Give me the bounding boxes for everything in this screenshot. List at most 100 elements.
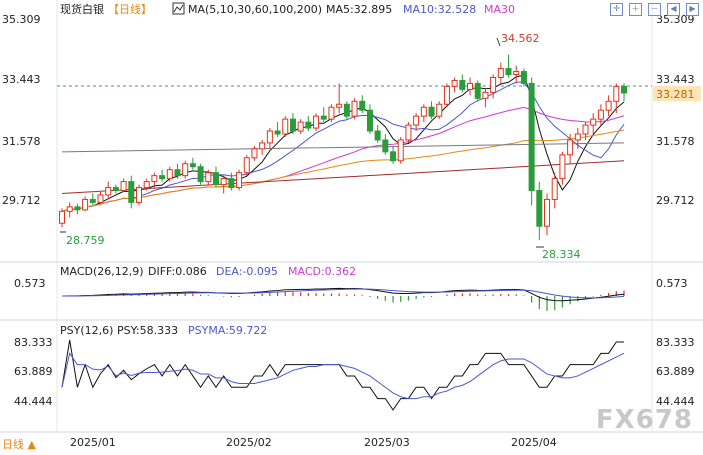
candle-body	[66, 206, 73, 212]
candle-body	[197, 166, 204, 183]
scroll-left-icon[interactable]: ◀	[667, 3, 680, 16]
candle-body	[174, 169, 181, 177]
y-tick-left-4: 29.712	[2, 194, 41, 207]
candle-body	[559, 154, 566, 180]
macd-diff: DIFF:0.086	[148, 265, 207, 278]
candle-body	[513, 71, 520, 76]
candle-body	[74, 206, 81, 211]
candle-body	[343, 103, 350, 117]
low-annotation: 28.334	[542, 248, 581, 261]
crosshair-icon[interactable]: ✛	[610, 3, 623, 16]
candle-body	[474, 82, 481, 99]
candle-body	[536, 190, 543, 227]
candlesticks	[59, 54, 627, 241]
psyma-value: PSYMA:59.722	[188, 324, 267, 337]
psy-lines	[61, 339, 625, 411]
candle-body	[212, 172, 219, 186]
scroll-right-icon[interactable]: ▶	[686, 3, 699, 16]
candle-body	[82, 198, 89, 211]
candle-body	[59, 210, 65, 224]
candle-body	[189, 163, 196, 168]
candle-body	[351, 100, 358, 117]
high-annotation: 34.562	[501, 32, 540, 45]
psy-line	[61, 339, 624, 411]
candle-body	[467, 82, 474, 90]
candle-body	[613, 85, 620, 102]
psy-value: PSY:58.333	[117, 324, 178, 337]
candle-body	[451, 79, 458, 87]
macd-dea-line	[61, 288, 625, 299]
ma5-value: MA5:32.895	[326, 3, 392, 16]
candle-body	[166, 169, 173, 180]
candle-body	[112, 187, 119, 192]
macd-tick-right: 0.573	[656, 277, 688, 290]
candle-body	[228, 178, 235, 189]
candle-body	[159, 175, 166, 180]
macd-dea: DEA:-0.095	[216, 265, 278, 278]
y-tick-right-1: 35.309	[656, 13, 695, 26]
y-tick-left-2: 33.443	[2, 73, 41, 86]
y-tick-right-2: 33.443	[656, 73, 695, 86]
candle-body	[574, 133, 581, 141]
candle-body	[205, 172, 212, 183]
candle-body	[305, 121, 312, 129]
candle-body	[182, 163, 189, 177]
candle-body	[436, 103, 443, 117]
month-label-1: 2025/01	[70, 436, 116, 449]
candle-body	[320, 115, 327, 120]
candle-body	[236, 172, 243, 189]
macd-diff-line	[61, 287, 625, 302]
candle-body	[397, 139, 404, 162]
watermark: FX678	[595, 405, 693, 435]
toolbar-icons: ✛ ＋ － ◀ ▶	[610, 3, 699, 16]
candle-body	[528, 82, 535, 192]
candle-body	[567, 139, 574, 156]
candle-body	[420, 106, 427, 117]
candle-body	[297, 121, 304, 132]
candle-body	[605, 100, 612, 111]
candle-body	[590, 118, 597, 126]
psy-tick-left-2: 63.889	[14, 365, 53, 378]
candle-body	[597, 109, 604, 120]
candle-body	[97, 194, 104, 203]
candle-body	[328, 106, 335, 120]
period-label[interactable]: 【日线】	[108, 2, 152, 16]
period-toggle-button[interactable]: 日线 ▲	[2, 437, 36, 451]
candle-body	[505, 68, 512, 76]
zoom-out-icon[interactable]: －	[648, 3, 661, 16]
y-tick-left-3: 31.578	[2, 135, 41, 148]
candle-body	[313, 115, 320, 129]
candle-body	[544, 198, 551, 227]
candle-body	[128, 181, 135, 203]
macd-title: MACD(26,12,9)	[60, 265, 144, 278]
psy-tick-right-2: 63.889	[656, 365, 695, 378]
candle-body	[366, 109, 373, 132]
candle-body	[443, 85, 450, 105]
candle-body	[482, 91, 489, 99]
candle-body	[274, 130, 281, 135]
candle-body	[359, 100, 366, 111]
psy-tick-left-1: 83.333	[14, 336, 53, 349]
candle-body	[120, 181, 127, 192]
macd-histogram	[61, 287, 625, 311]
month-label-3: 2025/03	[364, 436, 410, 449]
candle-body	[151, 175, 158, 183]
candle-body	[266, 130, 273, 144]
y-tick-left-1: 35.309	[2, 13, 41, 26]
candle-body	[428, 106, 435, 117]
candle-body	[259, 142, 266, 150]
psy-tick-left-3: 44.444	[14, 395, 53, 408]
month-label-4: 2025/04	[511, 436, 557, 449]
candle-body	[374, 130, 381, 141]
ma-settings-icon[interactable]	[172, 2, 185, 15]
zoom-in-icon[interactable]: ＋	[629, 3, 642, 16]
current-price-badge	[653, 86, 701, 101]
candle-body	[413, 115, 420, 126]
candle-body	[459, 79, 466, 90]
current-price-value: 33.281	[656, 88, 695, 101]
candle-body	[490, 76, 497, 93]
candle-body	[251, 148, 258, 159]
y-tick-right-3: 31.578	[656, 135, 695, 148]
candle-body	[497, 68, 504, 78]
